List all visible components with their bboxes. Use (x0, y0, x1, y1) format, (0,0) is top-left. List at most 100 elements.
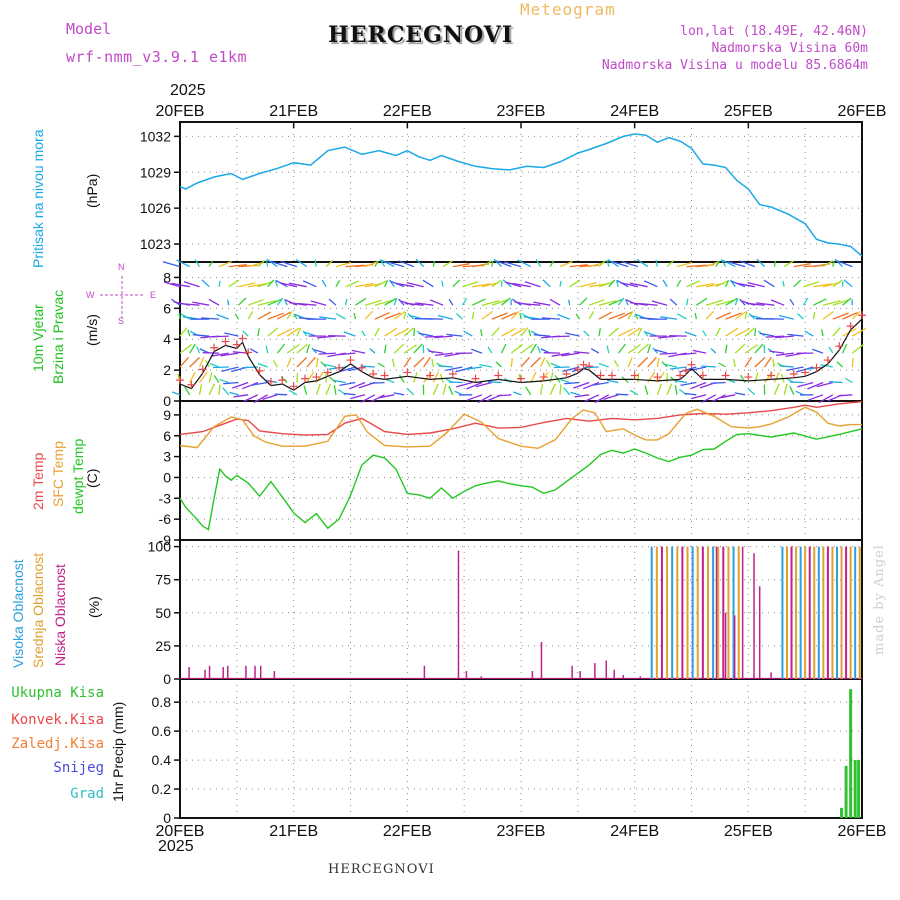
wind-arrow (582, 366, 599, 369)
gust-marker (255, 366, 264, 375)
time-label-top: 25FEB (724, 103, 773, 120)
gust-marker (301, 374, 310, 383)
wind-arrow (296, 356, 308, 368)
legend-hail: Grad (70, 786, 104, 802)
wind-arrow (162, 261, 181, 268)
wind-arrow (481, 300, 500, 306)
wind-arrow (296, 327, 302, 337)
wind-arrow (403, 327, 415, 337)
wind-arrow (740, 374, 746, 383)
ytick-label-pressure: 1032 (140, 128, 171, 144)
wind-arrow (510, 327, 526, 337)
wind-arrow (789, 298, 795, 306)
wind-arrow (462, 281, 478, 288)
gust-marker (346, 356, 355, 365)
wind-arrow (747, 388, 756, 396)
wind-arrow (364, 310, 374, 320)
wind-arrow (386, 261, 405, 268)
wind-arrow (243, 394, 259, 403)
wind-arrow (763, 279, 775, 288)
wind-arrow (715, 260, 720, 267)
wind-arrow (210, 335, 229, 338)
wind-arrow (786, 366, 804, 372)
gust-marker (517, 374, 525, 383)
gust-marker (687, 360, 696, 369)
wind-arrow (434, 335, 453, 339)
wind-arrow (413, 328, 416, 337)
gust-marker (562, 369, 571, 378)
wind-arrow (725, 280, 730, 287)
wind-arrow (533, 334, 551, 337)
panel-frame (179, 121, 863, 263)
gust-marker (596, 371, 605, 380)
wind-arrow (265, 259, 269, 267)
wind-arrow (377, 362, 385, 368)
wind-arrow (744, 356, 753, 368)
wind-arrow (686, 280, 700, 288)
wind-arrow (212, 366, 229, 369)
wind-arrow (353, 312, 357, 320)
wind-arrow (519, 312, 522, 320)
wind-arrow (479, 363, 492, 368)
wind-arrow (374, 327, 380, 337)
wind-arrow (813, 298, 827, 306)
wind-arrow (666, 383, 673, 396)
gust-marker (403, 368, 412, 377)
wind-arrow (288, 389, 298, 396)
wind-arrow (637, 372, 640, 383)
wind-arrow (454, 390, 463, 396)
wind-arrow (569, 263, 588, 268)
ytick-label-pressure: 1023 (140, 236, 171, 252)
compass-e: E (150, 290, 156, 300)
wind-arrow (253, 394, 269, 404)
wind-arrow (393, 392, 405, 396)
wind-arrow (608, 327, 620, 337)
panel-precip: 0 0.2 0.4 0.6 0.8 (152, 678, 863, 826)
wind-arrow (501, 297, 511, 306)
wind-arrow (734, 298, 739, 306)
wind-arrow (739, 298, 746, 306)
wind-arrow (727, 261, 746, 268)
wind-arrow (691, 394, 707, 400)
wind-arrow (441, 280, 444, 287)
wind-arrow (208, 260, 214, 267)
wind-arrow (725, 312, 742, 320)
wind-arrow (432, 383, 439, 396)
gust-marker (858, 311, 866, 320)
wind-arrow (793, 279, 802, 288)
wind-arrow (213, 375, 220, 383)
wind-arrow (216, 313, 229, 320)
wind-arrow (405, 302, 424, 306)
ytick-label-precip: 0 (163, 810, 171, 826)
wind-arrow (744, 344, 758, 354)
wind-arrow (369, 381, 385, 385)
wind-arrow (315, 357, 319, 368)
wind-arrow (274, 393, 288, 396)
wind-arrow (277, 328, 293, 337)
wind-arrow (398, 260, 415, 268)
wind-arrow (491, 327, 500, 337)
wind-arrow (729, 279, 736, 288)
wind-arrow (770, 299, 785, 306)
gust-marker (681, 366, 690, 375)
compass-cross (100, 276, 144, 318)
wind-arrow (472, 298, 486, 306)
wind-arrow (398, 298, 405, 306)
gust-marker (676, 371, 685, 380)
wind-arrow (272, 359, 278, 368)
wind-arrow (533, 301, 551, 306)
wind-arrow (795, 390, 804, 396)
wind-arrow (528, 329, 532, 337)
wind-arrow (491, 299, 508, 306)
wind-arrow (208, 372, 213, 383)
wind-arrow (267, 312, 285, 320)
gust-marker (369, 369, 378, 378)
wind-arrow (530, 343, 537, 354)
wind-arrow (295, 258, 308, 268)
wind-arrow (765, 335, 785, 338)
wind-arrow (803, 281, 819, 288)
time-label-top: 21FEB (269, 103, 318, 120)
wind-arrow (249, 348, 259, 354)
wind-arrow (270, 260, 288, 268)
wind-arrow (734, 343, 746, 354)
